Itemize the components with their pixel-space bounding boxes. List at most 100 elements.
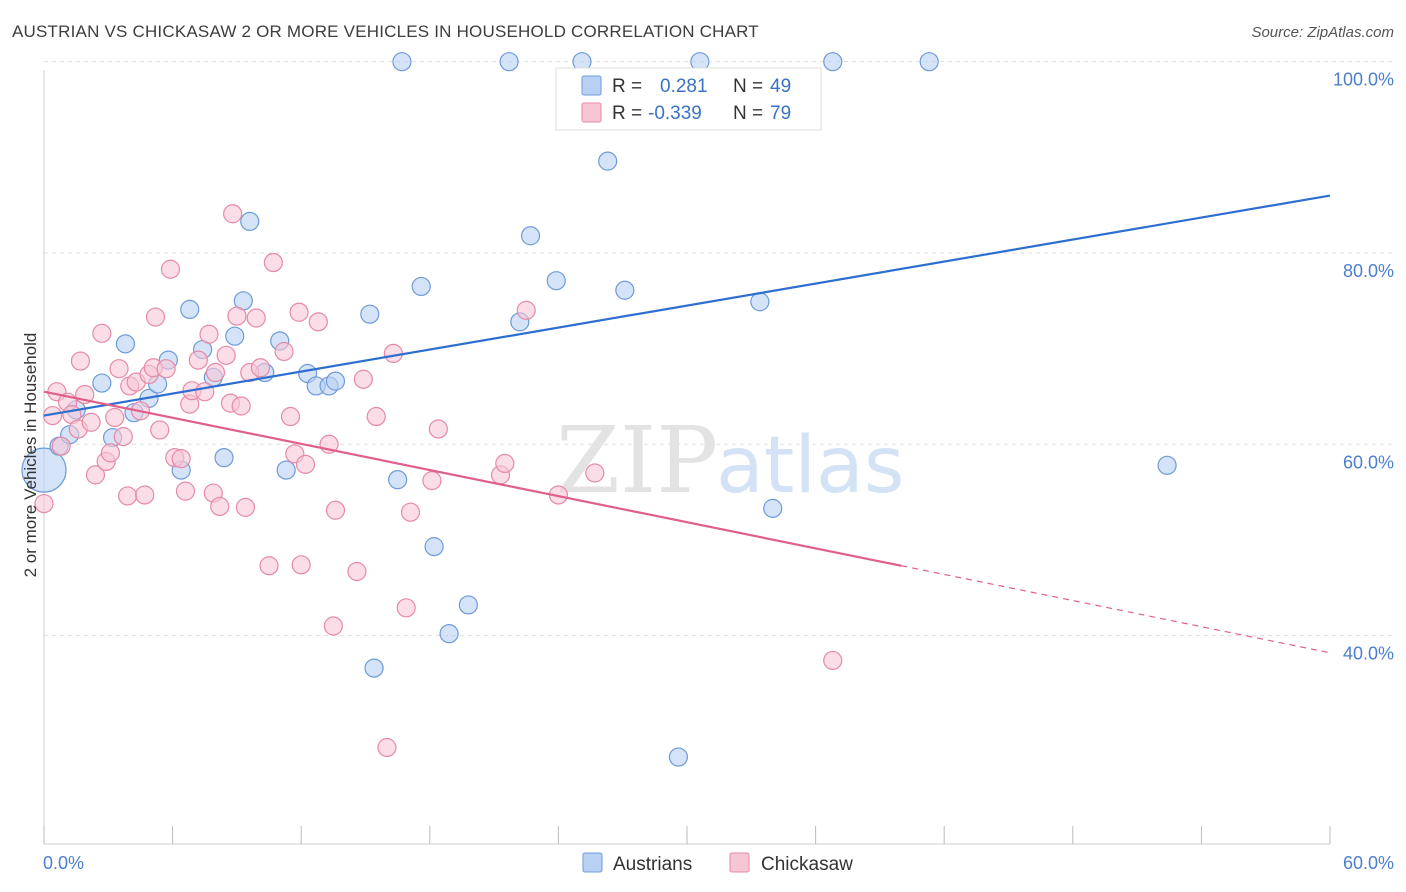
legend-swatch-blue (581, 75, 602, 96)
austrian-point (411, 276, 431, 297)
chickasaw-point (295, 454, 316, 474)
source-label: Source: ZipAtlas.com (1251, 24, 1394, 41)
chickasaw-point (516, 300, 536, 320)
series-legend: Austrians Chickasaw (582, 852, 853, 875)
austrian-point (750, 292, 770, 312)
austrian-point (388, 470, 408, 490)
legend-chickasaw-swatch (729, 852, 750, 873)
chickasaw-point (199, 324, 219, 344)
austrian-point (1157, 455, 1177, 475)
chickasaw-point (246, 308, 266, 328)
y-tick-label: 60.0% (1343, 452, 1394, 472)
chickasaw-point (495, 453, 515, 473)
chickasaw-point (223, 204, 243, 224)
austrian-point (763, 498, 783, 518)
legend-n-value-2: 79 (770, 103, 791, 124)
chickasaw-point (156, 359, 176, 379)
chickasaw-point (383, 343, 403, 364)
austrian-point (360, 304, 380, 324)
chickasaw-point (400, 502, 421, 522)
chickasaw-point (353, 369, 373, 389)
legend-r-value-1: 0.281 (660, 76, 708, 97)
chickasaw-point (160, 259, 181, 279)
chickasaw-point (113, 427, 133, 447)
chickasaw-point (100, 443, 121, 463)
legend-n-label-1: N = (733, 76, 763, 97)
chickasaw-point (145, 307, 166, 327)
correlation-legend: R = 0.281 N = 49 R = -0.339 N = 79 (555, 67, 822, 131)
chickasaw-point (70, 351, 91, 371)
legend-austrians-swatch (582, 852, 603, 873)
austrian-point (823, 52, 843, 72)
chickasaw-point (428, 419, 448, 439)
chickasaw-point (34, 493, 54, 514)
chickasaw-point (92, 323, 112, 343)
austrian-point (546, 271, 566, 291)
chickasaw-point (105, 407, 125, 428)
chickasaw-point (263, 252, 283, 273)
chickasaw-point (227, 306, 247, 326)
austrian-point (439, 624, 459, 644)
grid-lines (44, 61, 1395, 637)
austrian-point (115, 334, 136, 354)
austrian-point (225, 326, 245, 346)
chickasaw-point (85, 465, 106, 485)
austrian-point (458, 595, 478, 615)
austrian-point (92, 373, 112, 393)
austrian-point (598, 151, 618, 171)
legend-n-label-2: N = (733, 103, 763, 124)
austrian-point (424, 537, 444, 557)
chickasaw-point (396, 598, 416, 618)
chickasaw-point (823, 650, 843, 671)
legend-swatch-pink (581, 102, 602, 123)
chickasaw-point (235, 497, 256, 517)
legend-r-label-1: R = (612, 76, 642, 97)
chickasaw-point (210, 496, 230, 517)
chickasaw-point (117, 486, 138, 506)
austrian-point (21, 447, 67, 493)
x-tick-label: 60.0% (1343, 853, 1394, 873)
chickasaw-point (289, 302, 309, 322)
chickasaw-point (216, 345, 236, 365)
chickasaw-point (308, 312, 328, 332)
watermark-zip: ZIP (556, 407, 718, 514)
austrian-point (364, 658, 384, 678)
chickasaw-point (51, 436, 71, 456)
chickasaw-point (175, 481, 196, 501)
austrian-point (919, 52, 939, 72)
chart-title: AUSTRIAN VS CHICKASAW 2 OR MORE VEHICLES… (12, 22, 759, 41)
austrian-point (240, 211, 260, 232)
legend-austrians-label: Austrians (613, 854, 692, 875)
austrian-point (668, 747, 689, 767)
chickasaw-point (323, 616, 343, 636)
chickasaw-point (195, 382, 215, 402)
chickasaw-point (274, 341, 294, 362)
austrian-point (520, 226, 541, 246)
legend-n-value-1: 49 (770, 76, 791, 97)
chickasaw-point (585, 463, 605, 483)
chickasaw-trend-line (43, 390, 902, 567)
tick-labels: 40.0% 60.0% 80.0% 100.0% 0.0% 60.0% (43, 70, 1394, 873)
chickasaw-point (109, 359, 129, 379)
chickasaw-point (150, 420, 170, 440)
austrian-point (325, 371, 346, 391)
chickasaw-point (231, 396, 251, 416)
chickasaw-point (325, 500, 346, 520)
austrian-point (499, 52, 519, 72)
austrian-point (214, 448, 234, 468)
chickasaw-trend-extension (901, 565, 1331, 654)
chickasaw-point (250, 358, 271, 378)
chickasaw-point (366, 406, 386, 427)
legend-r-value-2: -0.339 (648, 103, 702, 124)
legend-chickasaw-label: Chickasaw (761, 854, 853, 875)
legend-r-label-2: R = (612, 103, 642, 124)
chickasaw-point (280, 406, 301, 427)
chickasaw-point (81, 412, 101, 432)
chickasaw-point (291, 555, 311, 575)
austrian-point (392, 52, 412, 72)
y-tick-label: 40.0% (1343, 644, 1394, 664)
chickasaw-point (188, 350, 208, 370)
austrian-point (276, 460, 296, 480)
chickasaw-point (259, 556, 279, 576)
